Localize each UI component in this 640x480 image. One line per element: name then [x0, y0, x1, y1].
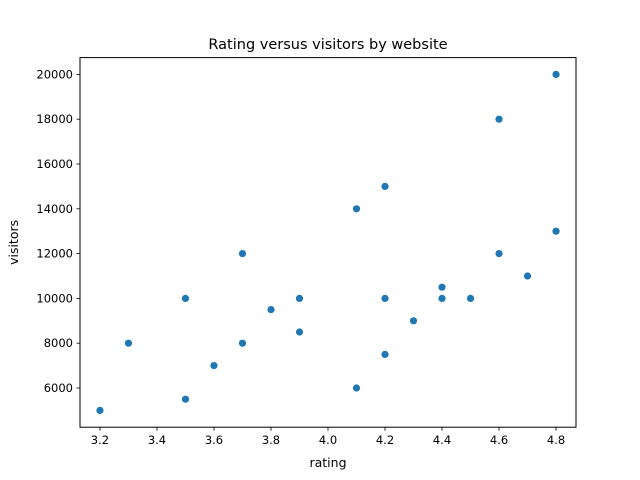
chart-title: Rating versus visitors by website	[208, 37, 447, 53]
y-tick-label: 20000	[36, 67, 73, 81]
data-point	[267, 306, 275, 314]
x-tick-label: 4.0	[319, 433, 337, 447]
y-tick-label: 16000	[36, 157, 73, 171]
x-tick-label: 4.2	[376, 433, 394, 447]
data-point	[495, 250, 503, 258]
y-tick-label: 6000	[44, 381, 73, 395]
data-point	[495, 115, 503, 123]
data-point	[295, 294, 304, 302]
y-tick-label: 8000	[44, 336, 73, 350]
y-tick-label: 12000	[36, 247, 73, 261]
x-tick-label: 4.6	[490, 433, 508, 447]
x-tick-label: 3.4	[148, 433, 166, 447]
data-point	[381, 350, 389, 358]
x-tick-label: 4.4	[433, 433, 451, 447]
data-point	[466, 294, 475, 302]
data-point	[552, 70, 560, 78]
y-tick-label: 18000	[36, 112, 73, 126]
x-tick-label: 3.8	[262, 433, 280, 447]
data-point	[295, 328, 304, 336]
data-point	[181, 395, 190, 403]
data-point	[96, 406, 104, 414]
plot-area: 3.2 3.4 3.6 3.8 4.0 4.2 4.4 4.6 4.8 6000 8000 10000…	[36, 67, 565, 447]
data-point	[552, 227, 560, 235]
data-point	[352, 384, 361, 392]
data-point	[381, 182, 389, 190]
data-point	[409, 317, 418, 325]
data-point	[238, 339, 247, 347]
x-tick-label: 3.6	[205, 433, 223, 447]
data-point	[181, 294, 190, 302]
data-point	[210, 362, 218, 370]
plot-frame	[79, 57, 577, 428]
x-tick-label: 4.8	[547, 433, 565, 447]
data-point	[352, 205, 361, 213]
data-point	[124, 339, 133, 347]
data-point	[438, 283, 446, 291]
y-tick-label: 10000	[36, 291, 73, 305]
data-point	[238, 250, 247, 258]
x-tick-label: 3.2	[91, 433, 109, 447]
data-point	[523, 272, 532, 280]
y-tick-label: 14000	[36, 202, 73, 216]
data-point	[438, 294, 446, 302]
x-axis-label: rating	[309, 455, 346, 470]
data-point	[381, 294, 389, 302]
y-axis-label: visitors	[6, 220, 21, 265]
